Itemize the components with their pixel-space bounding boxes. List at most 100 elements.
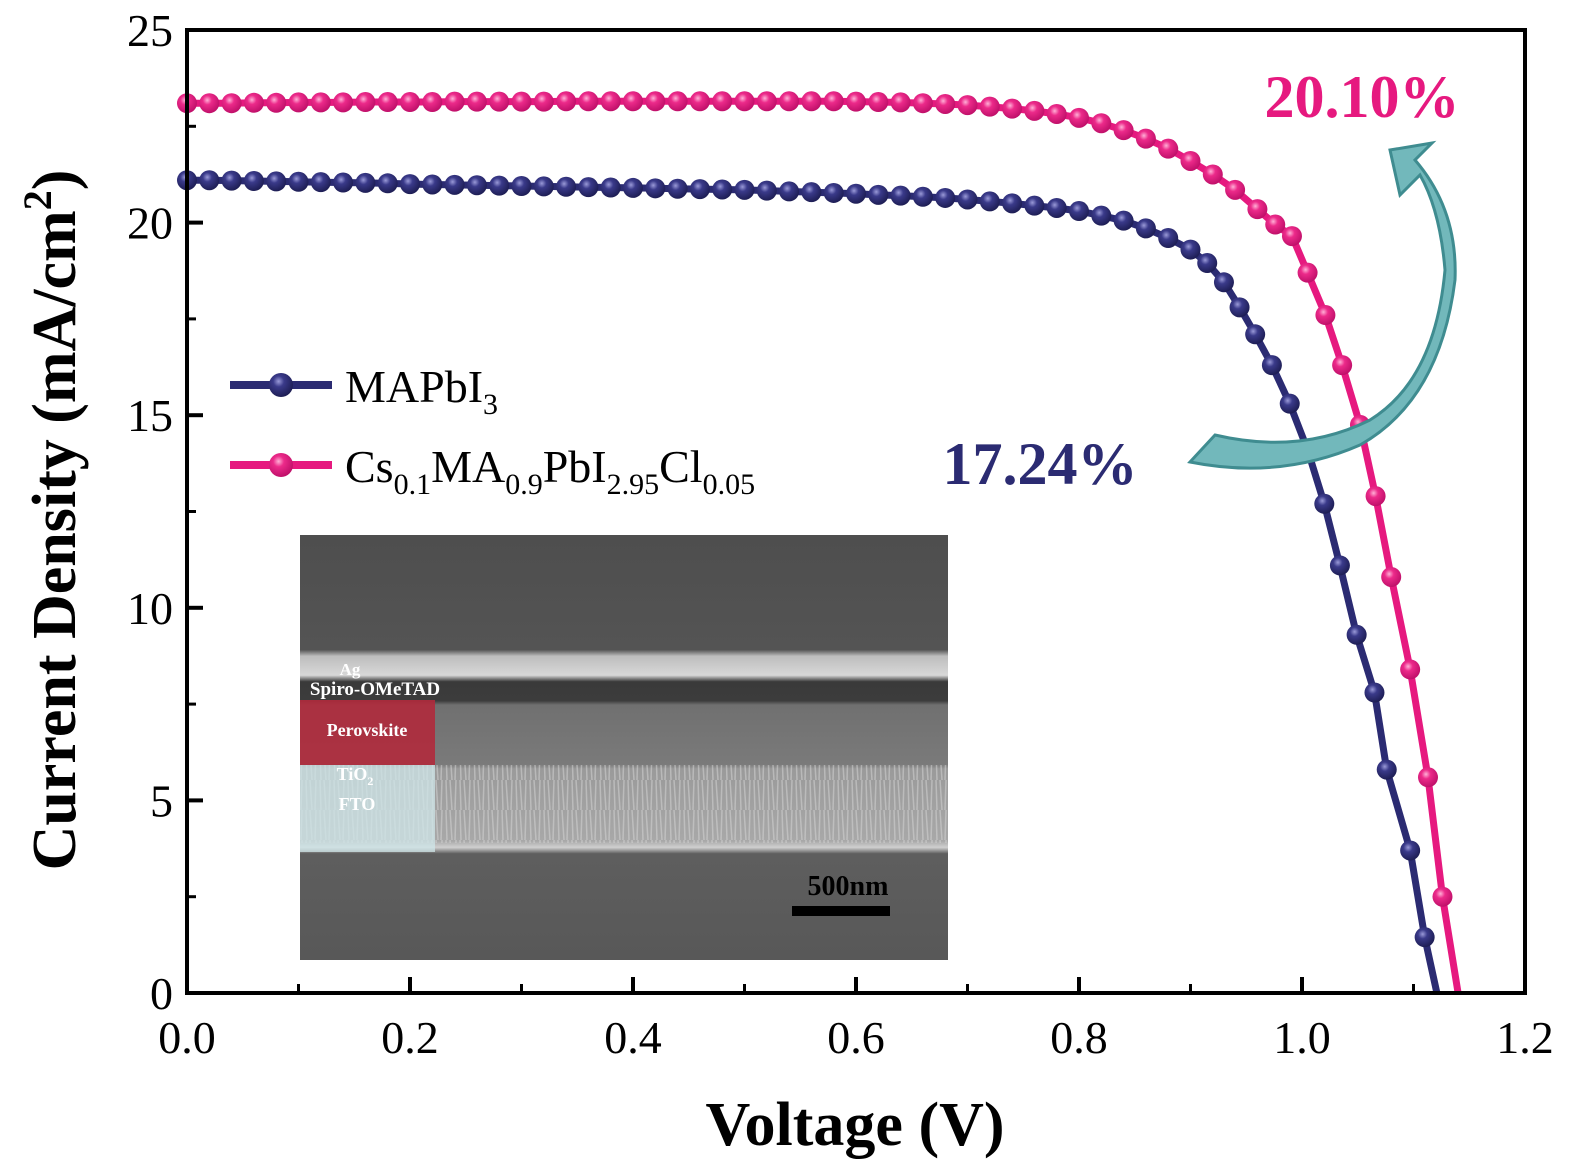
data-point [1414,927,1435,948]
label-fto: FTO [339,794,376,814]
x-tick-label: 0.8 [1050,1012,1108,1063]
label-spiro: Spiro-OMeTAD [310,679,440,700]
data-point [935,93,956,114]
data-point [1069,201,1089,222]
data-point [689,179,710,200]
data-point [645,178,666,199]
data-point [1245,324,1266,345]
data-point [1400,659,1421,680]
data-point [1180,150,1201,171]
data-point [556,91,577,112]
series-1 [177,91,1462,994]
x-tick-label: 0.2 [381,1012,439,1063]
improvement-arrow [1187,140,1457,470]
data-point [1091,205,1112,226]
data-point [578,91,599,112]
y-tick-label: 20 [127,198,173,249]
data-point [466,91,487,112]
data-point [1135,128,1156,149]
data-point [221,93,242,114]
data-point [1261,355,1282,376]
data-point [310,92,331,113]
data-point [1229,297,1250,318]
data-point [288,171,309,192]
data-point [1113,120,1134,141]
data-point [199,170,220,191]
data-point [846,183,866,204]
data-point [444,91,465,112]
data-point [868,184,889,205]
data-point [689,91,710,112]
data-point [868,92,889,113]
data-point [243,92,264,113]
data-point [1002,98,1023,119]
data-point [1365,486,1386,507]
data-point [1297,262,1318,283]
data-point [1046,103,1067,124]
data-point [288,92,309,113]
data-point [890,92,911,113]
data-point [801,91,822,112]
data-point [489,91,510,112]
x-tick-label: 0.0 [158,1012,216,1063]
data-point [623,177,643,198]
annotation-cs-efficiency: 20.10% [1265,64,1460,130]
data-point [243,170,264,191]
data-point [333,92,354,113]
data-point [1265,214,1286,235]
series-layer [177,91,1462,994]
data-point [734,91,755,112]
legend-label: MAPbI3 [345,361,498,421]
legend-item-0: MAPbI3 [230,361,498,421]
data-point [1279,393,1300,414]
annotation-mapbi3-efficiency: 17.24% [943,431,1138,497]
data-point [712,91,733,112]
data-point [912,93,933,114]
data-point [556,176,577,197]
label-tio2: TiO2 [337,764,374,788]
x-tick-label: 0.6 [827,1012,885,1063]
data-point [578,177,599,198]
y-tick-label: 25 [127,5,173,56]
data-point [1202,164,1223,185]
scale-bar [792,906,890,916]
data-point [377,92,398,113]
data-point [1432,886,1453,907]
data-point [1024,100,1045,121]
data-point [533,176,554,197]
data-point [600,177,621,198]
y-axis-label: Current Density (mA/cm2) [15,170,89,871]
legend-marker [269,453,293,477]
data-point [400,92,420,113]
data-point [400,174,420,195]
data-point [1069,107,1089,128]
y-tick-label: 0 [150,968,173,1019]
data-point [355,92,376,113]
data-point [1332,355,1353,376]
data-point [489,175,510,196]
y-tick-label: 10 [127,583,173,634]
data-point [1417,767,1438,788]
data-point [890,185,911,206]
x-tick-label: 1.2 [1496,1012,1554,1063]
data-point [333,172,354,193]
data-point [623,91,643,112]
data-point [823,182,844,203]
data-point [645,91,666,112]
data-point [823,91,844,112]
data-point [979,191,1000,212]
legend-item-1: Cs0.1MA0.9PbI2.95Cl0.05 [230,441,755,501]
data-point [199,93,220,114]
perovskite-box [300,700,435,765]
data-point [1364,682,1385,703]
data-point [266,92,287,113]
x-tick-label: 1.0 [1273,1012,1331,1063]
data-point [846,91,866,112]
data-point [422,92,443,113]
x-axis-label: Voltage (V) [705,1091,1004,1159]
data-point [600,91,621,112]
data-point [511,91,532,112]
data-point [979,96,1000,117]
axes: 0.0 0.2 0.4 0.6 0.8 1.0 1.2 0 5 10 15 20 25 [127,5,1554,1063]
